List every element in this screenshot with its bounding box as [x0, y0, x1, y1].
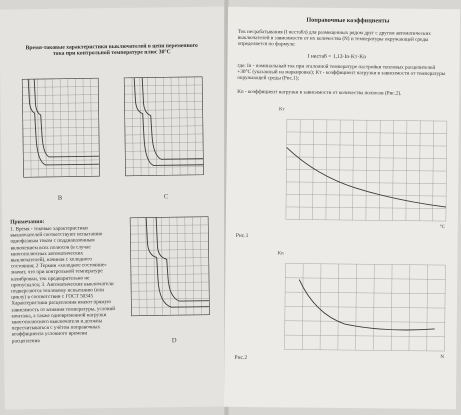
chart-c-label: C: [163, 193, 169, 201]
fig1-curve: [286, 147, 447, 208]
chart-d-curve-upper: [155, 217, 210, 302]
definitions-text: где: In - номинальный ток при эталонной …: [237, 62, 446, 82]
chart-b-curve-lower: [27, 79, 100, 166]
chart-c-curve-lower: [133, 77, 204, 166]
notes-text: 1. Время - токовые характеристики выключ…: [10, 225, 116, 345]
left-page: Время-токовые характеристики выключателе…: [0, 6, 231, 410]
chart-c-grid: [124, 76, 204, 177]
trip-curve-chart-b: [21, 77, 100, 178]
intro-text: Ток несрабатывания (I нестабл) для разме…: [237, 28, 431, 48]
right-page-title: Поправочные коэффициенты: [306, 16, 390, 25]
fig2-label: Рис.2: [234, 354, 248, 362]
chart-b-grid: [22, 78, 100, 178]
chart-b-curve-upper: [33, 79, 100, 158]
notes-heading: Примечания:: [10, 218, 45, 226]
chart-d-curve-lower: [145, 217, 210, 308]
fig1-ylabel: Kт: [278, 107, 285, 113]
formula: I нестаб = 1,13·In·Kт·Kn: [307, 53, 367, 61]
chart-d-label: D: [171, 337, 177, 345]
fig1-xlabel: °C: [439, 225, 446, 231]
left-page-title: Время-токовые характеристики выключателе…: [25, 42, 198, 58]
right-page: Поправочные коэффициенты Ток несрабатыва…: [223, 6, 461, 410]
chart-c-curve-upper: [141, 77, 204, 160]
fig2-xlabel: N: [440, 355, 445, 361]
fig2-grid: [284, 263, 446, 352]
fig2-curve: [298, 279, 435, 331]
fig2-ylabel: Kn: [277, 251, 284, 257]
fig1-label: Рис.1: [235, 232, 249, 240]
trip-curve-chart-c: [123, 76, 204, 177]
trip-curve-chart-d: [129, 216, 210, 317]
fig2-poles-coefficient-chart: [284, 263, 446, 352]
definitions-text-2: Kn - коэффициент нагрузки в зависимости …: [237, 88, 402, 97]
chart-b-label: B: [57, 194, 63, 202]
fig1-temperature-coefficient-chart: [285, 119, 448, 222]
fig1-grid: [285, 119, 448, 222]
